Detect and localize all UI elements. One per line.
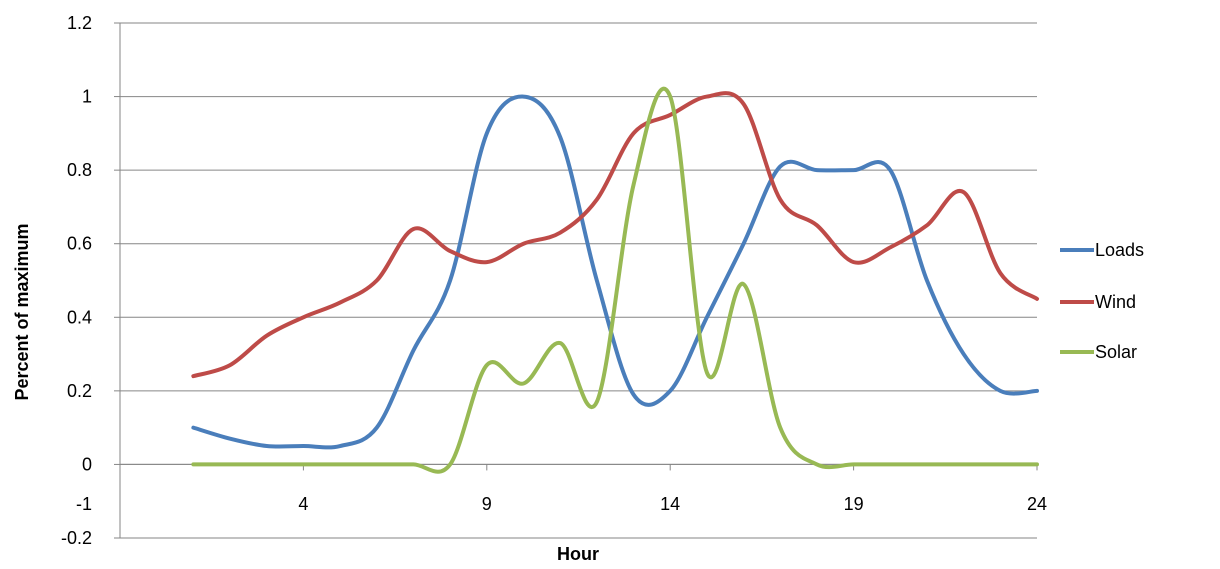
y-tick-label: 1.2 xyxy=(67,13,92,33)
series-line-solar xyxy=(191,86,1039,474)
x-tick-labels: -1 4 9 14 19 24 xyxy=(76,494,1047,514)
y-tick-labels: -0.2 0 0.2 0.4 0.6 0.8 1 1.2 xyxy=(61,13,92,548)
x-tick-label: -1 xyxy=(76,494,92,514)
x-tick-label: 9 xyxy=(482,494,492,514)
y-tick-label: -0.2 xyxy=(61,528,92,548)
legend: Loads Wind Solar xyxy=(1060,240,1144,362)
y-tick-label: 0.4 xyxy=(67,307,92,327)
legend-item-solar: Solar xyxy=(1060,342,1137,362)
axes xyxy=(114,22,1038,539)
x-tick-label: 14 xyxy=(660,494,680,514)
y-axis-title: Percent of maximum xyxy=(12,223,32,400)
legend-label-solar: Solar xyxy=(1095,342,1137,362)
legend-label-loads: Loads xyxy=(1095,240,1144,260)
y-tick-label: 0.6 xyxy=(67,234,92,254)
legend-item-wind: Wind xyxy=(1060,292,1136,312)
gridlines xyxy=(120,22,1037,539)
series-lines xyxy=(191,86,1039,474)
x-axis-title: Hour xyxy=(557,544,599,564)
series-line-wind xyxy=(191,91,1039,379)
y-tick-label: 0.2 xyxy=(67,381,92,401)
x-tick-label: 24 xyxy=(1027,494,1047,514)
x-tick-label: 19 xyxy=(844,494,864,514)
legend-label-wind: Wind xyxy=(1095,292,1136,312)
y-tick-label: 1 xyxy=(82,87,92,107)
y-tick-label: 0.8 xyxy=(67,160,92,180)
x-tick-label: 4 xyxy=(298,494,308,514)
series-line-loads xyxy=(191,94,1039,450)
legend-item-loads: Loads xyxy=(1060,240,1144,260)
y-tick-label: 0 xyxy=(82,454,92,474)
